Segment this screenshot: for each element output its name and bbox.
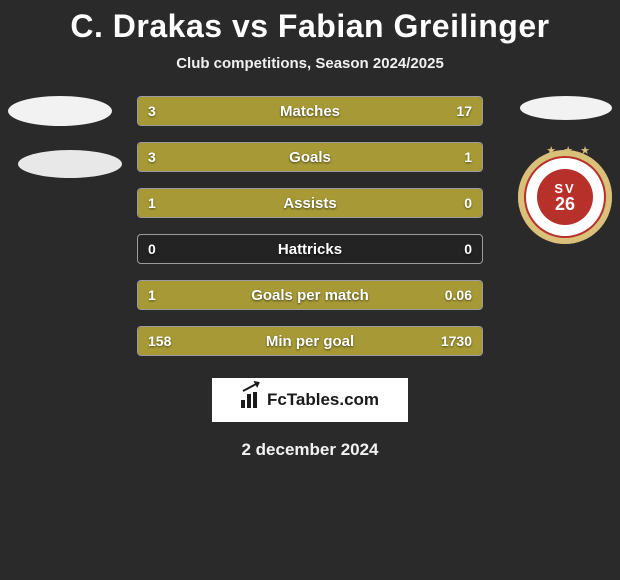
snapshot-date: 2 december 2024 xyxy=(0,440,620,460)
attribution-text: FcTables.com xyxy=(267,390,379,410)
stat-row: 317Matches xyxy=(137,96,483,126)
stat-row: 00Hattricks xyxy=(137,234,483,264)
stat-row: 10.06Goals per match xyxy=(137,280,483,310)
player-left-photo-placeholder xyxy=(8,96,112,126)
stat-row: 1581730Min per goal xyxy=(137,326,483,356)
club-badge-line2: 26 xyxy=(555,195,575,213)
stat-label: Hattricks xyxy=(138,235,482,263)
stat-row: 31Goals xyxy=(137,142,483,172)
stat-label: Goals per match xyxy=(138,281,482,309)
attribution-badge: FcTables.com xyxy=(212,378,408,422)
stat-label: Goals xyxy=(138,143,482,171)
club-badge-line1: SV xyxy=(554,182,575,195)
stat-label: Assists xyxy=(138,189,482,217)
player-right-photo-placeholder xyxy=(520,96,612,120)
club-right-badge: SV 26 xyxy=(518,150,612,244)
stat-label: Min per goal xyxy=(138,327,482,355)
club-left-logo-placeholder xyxy=(18,150,122,178)
subtitle: Club competitions, Season 2024/2025 xyxy=(0,55,620,72)
stat-label: Matches xyxy=(138,97,482,125)
chart-icon xyxy=(241,392,261,408)
stat-rows: 317Matches 31Goals 10Assists 00Hattricks 10.… xyxy=(137,96,483,356)
stat-row: 10Assists xyxy=(137,188,483,218)
comparison-panel: ★ ★ ★ SV 26 317Matches31Goals10Assists00… xyxy=(0,96,620,460)
page-title: C. Drakas vs Fabian Greilinger xyxy=(0,0,620,45)
club-right-badge-inner: SV 26 xyxy=(537,169,593,225)
